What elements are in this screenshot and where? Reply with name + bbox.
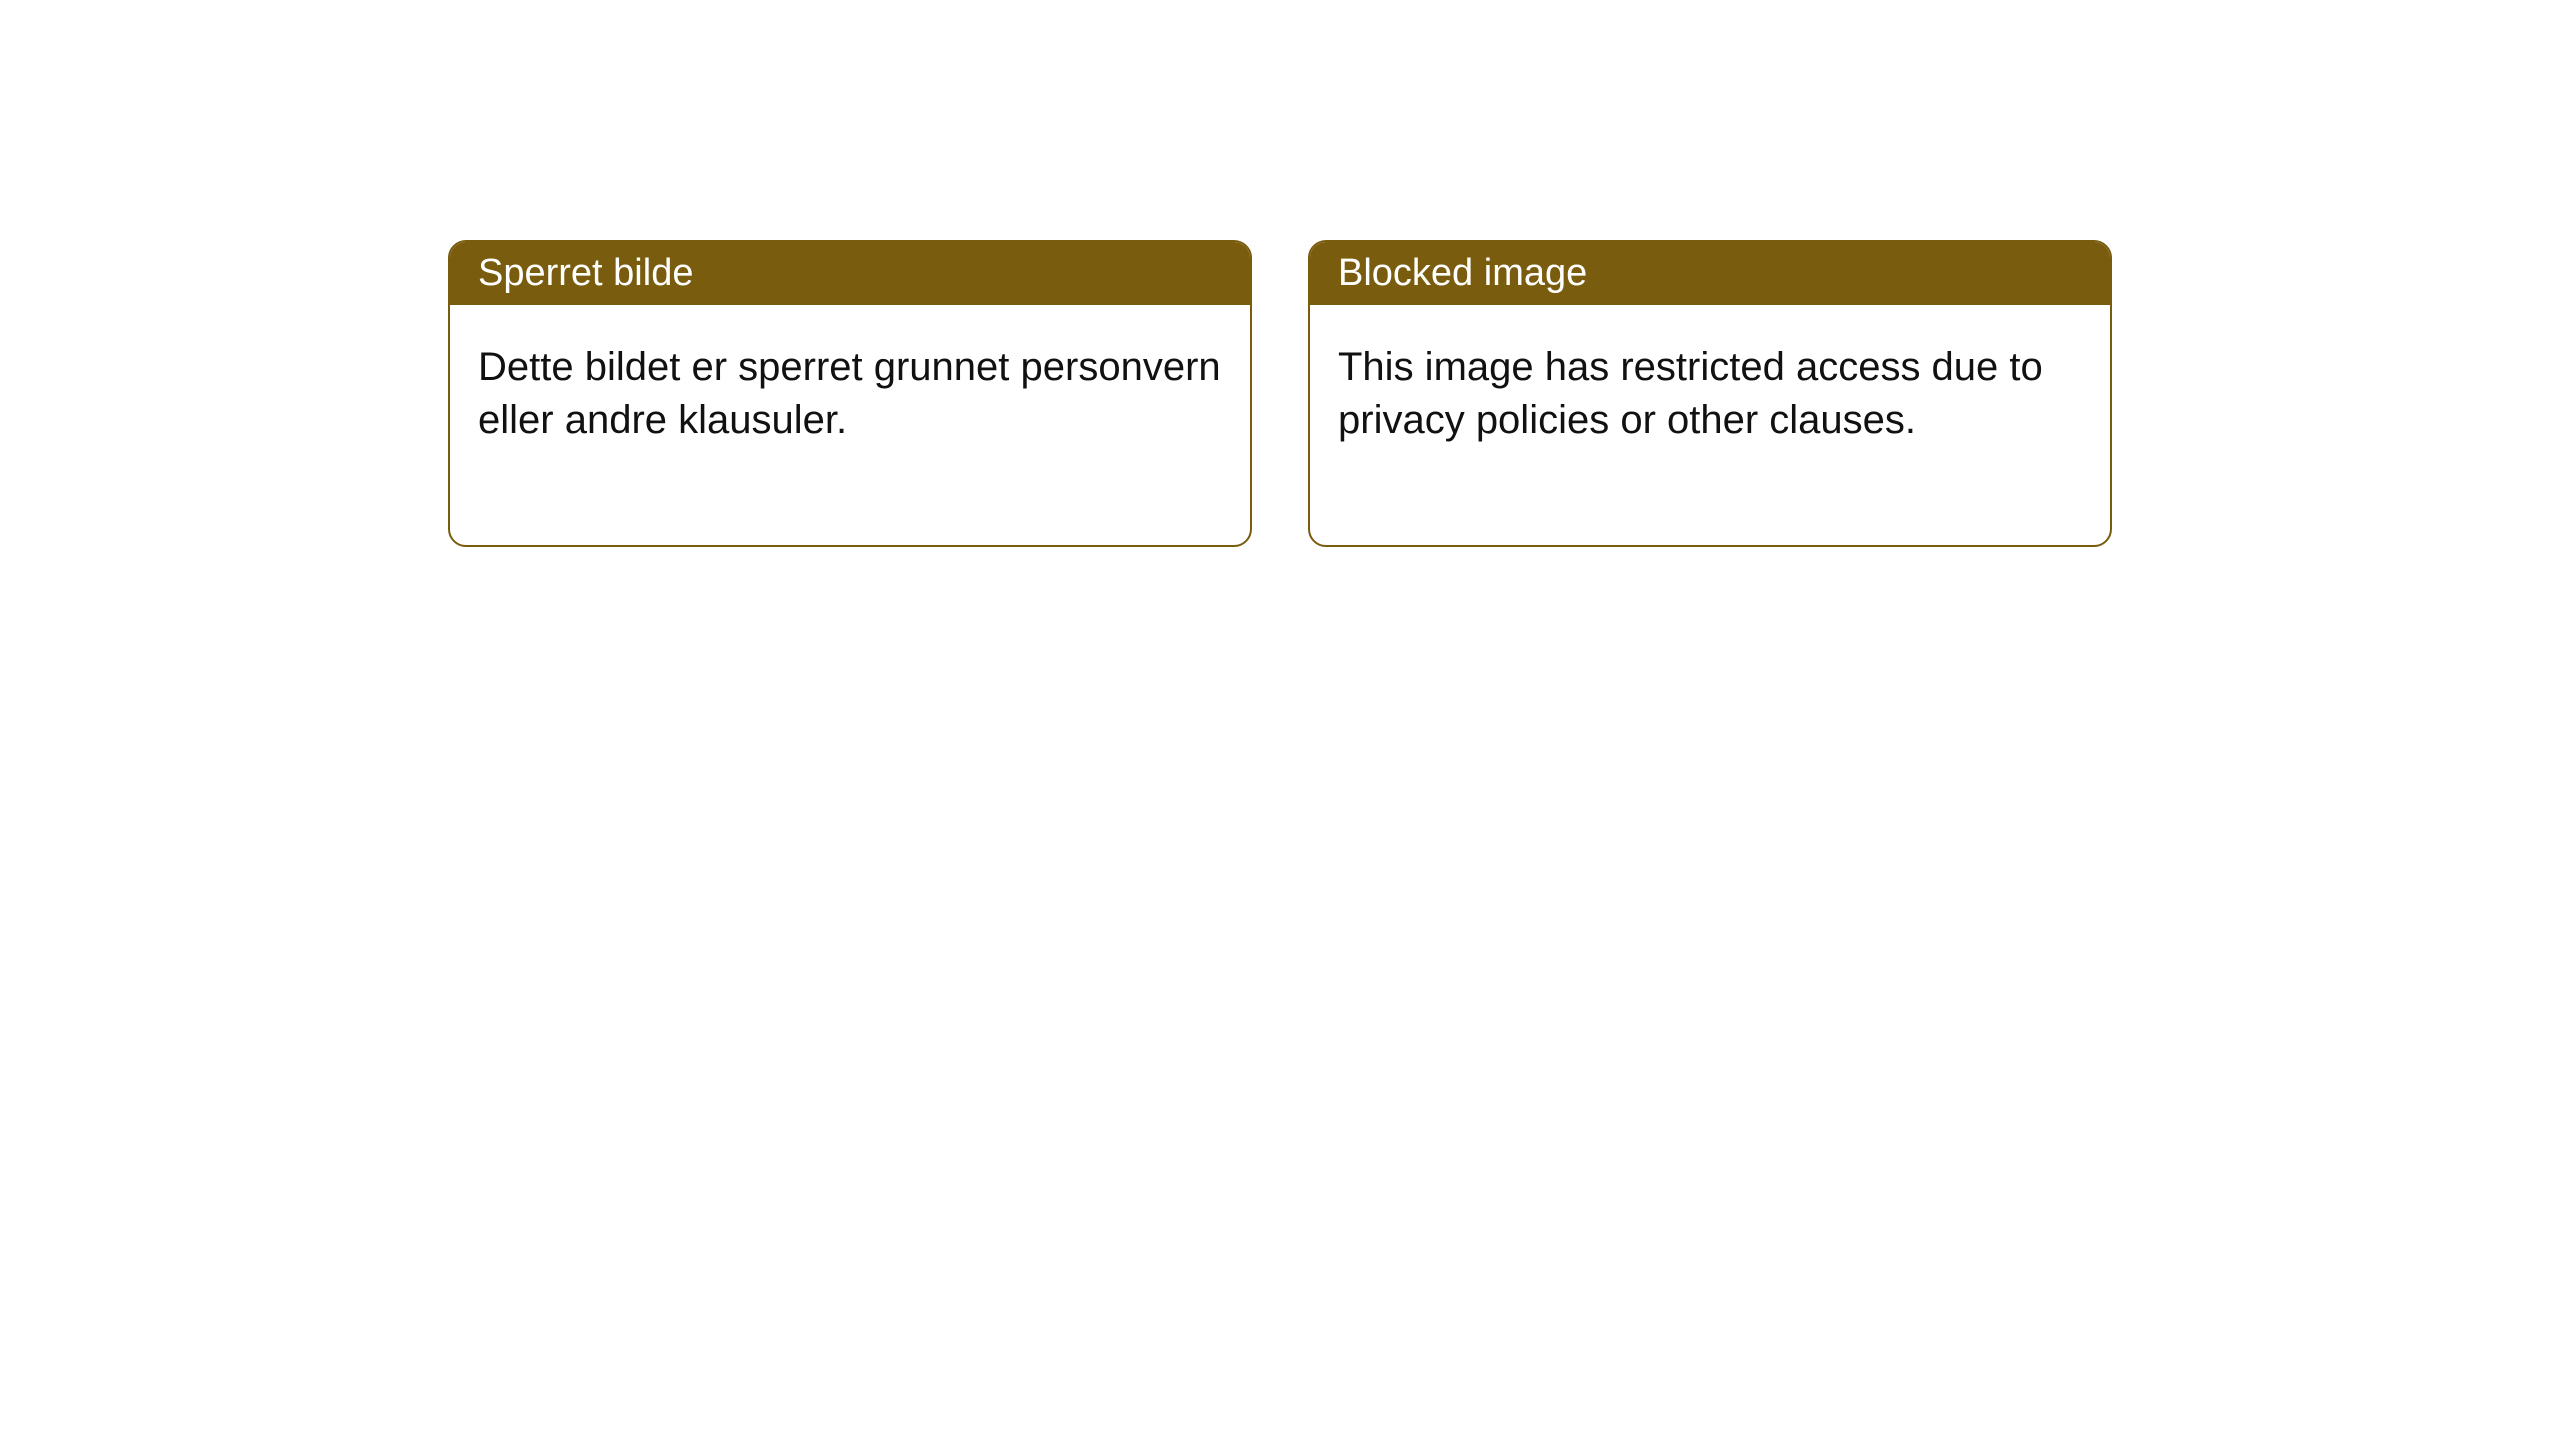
card-title: Sperret bilde (478, 252, 693, 294)
card-title: Blocked image (1338, 252, 1587, 294)
card-body: This image has restricted access due to … (1310, 305, 2110, 545)
card-body: Dette bildet er sperret grunnet personve… (450, 305, 1250, 545)
card-header: Blocked image (1310, 242, 2110, 305)
blocked-image-card-en: Blocked image This image has restricted … (1308, 240, 2112, 547)
card-body-text: This image has restricted access due to … (1338, 345, 2043, 442)
notice-container: Sperret bilde Dette bildet er sperret gr… (0, 0, 2560, 547)
blocked-image-card-no: Sperret bilde Dette bildet er sperret gr… (448, 240, 1252, 547)
card-body-text: Dette bildet er sperret grunnet personve… (478, 345, 1221, 442)
card-header: Sperret bilde (450, 242, 1250, 305)
